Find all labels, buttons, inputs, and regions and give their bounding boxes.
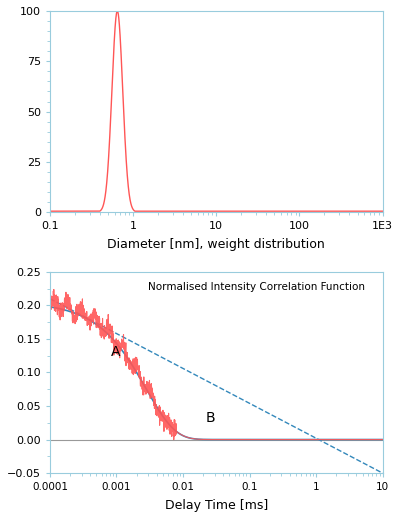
Text: A: A xyxy=(111,345,120,359)
Text: B: B xyxy=(206,411,216,425)
Text: Normalised Intensity Correlation Function: Normalised Intensity Correlation Functio… xyxy=(148,282,365,292)
X-axis label: Diameter [nm], weight distribution: Diameter [nm], weight distribution xyxy=(107,238,325,251)
X-axis label: Delay Time [ms]: Delay Time [ms] xyxy=(165,499,268,512)
